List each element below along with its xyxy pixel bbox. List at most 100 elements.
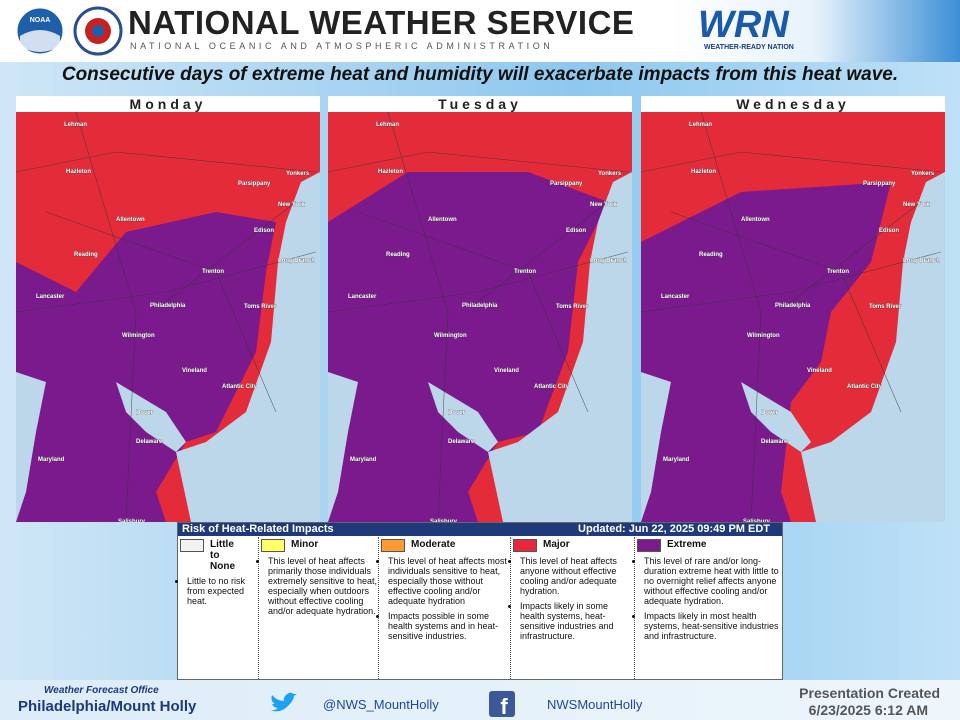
extreme-area <box>328 172 608 522</box>
level-bullet: Impacts likely in some health systems, h… <box>520 601 634 641</box>
day-label: Tuesday <box>328 96 632 112</box>
city-label: Maryland <box>350 457 377 463</box>
roads <box>641 112 942 522</box>
wrn-logo: WRN <box>698 4 789 46</box>
legend-column: Extreme This level of rare and/or long-du… <box>635 537 782 679</box>
city-label: Yonkers <box>911 171 935 177</box>
city-label: Reading <box>386 252 410 258</box>
office-name: Philadelphia/Mount Holly <box>18 698 197 715</box>
ocean <box>176 172 320 522</box>
level-bullet: This level of rare and/or long-duration … <box>644 556 782 606</box>
city-label: Trenton <box>827 269 849 275</box>
city-label: Dover <box>448 410 466 416</box>
city-label: Wilmington <box>122 333 155 339</box>
city-label: Reading <box>699 252 723 258</box>
day-label: Monday <box>16 96 320 112</box>
city-label: Delaware <box>448 439 475 445</box>
level-swatch <box>637 539 661 552</box>
twitter-handle[interactable]: @NWS_MountHolly <box>323 697 439 712</box>
level-heading: Extreme <box>637 539 782 552</box>
level-heading: Little to None <box>180 539 258 572</box>
city-label: Atlantic City <box>222 384 258 390</box>
day-label: Wednesday <box>641 96 945 112</box>
city-label: Atlantic City <box>847 384 883 390</box>
level-name: Moderate <box>411 539 456 550</box>
org-subtitle: NATIONAL OCEANIC AND ATMOSPHERIC ADMINIS… <box>130 41 554 51</box>
legend-column: Minor This level of heat affects primaril… <box>259 537 379 679</box>
city-label: Allentown <box>741 217 770 223</box>
bay <box>428 382 498 452</box>
ocean <box>488 172 632 522</box>
level-bullets: This level of heat affects primarily tho… <box>259 556 378 616</box>
legend-header: Risk of Heat-Related Impacts Updated: Ju… <box>178 523 782 536</box>
noaa-logo: NOAA <box>30 17 51 24</box>
level-bullets: This level of heat affects most individu… <box>379 556 510 641</box>
level-bullet: Impacts possible in some health systems … <box>388 611 510 641</box>
logos: NOAA <box>16 6 123 56</box>
level-bullets: This level of heat affects anyone withou… <box>511 556 634 641</box>
city-label: Vineland <box>807 368 832 374</box>
level-heading: Moderate <box>381 539 510 552</box>
chesapeake <box>16 372 46 522</box>
city-label: Parsippany <box>550 181 583 187</box>
city-label: New York <box>278 202 305 208</box>
city-label: Hazleton <box>378 169 403 175</box>
wrn-tagline: WEATHER-READY NATION <box>704 44 794 51</box>
bay <box>116 382 186 452</box>
level-name: Little to None <box>210 539 235 572</box>
city-label: Lehman <box>376 122 399 128</box>
ocean <box>801 172 945 522</box>
facebook-name[interactable]: NWSMountHolly <box>547 697 643 712</box>
city-label: Long Branch <box>903 258 940 264</box>
city-label: Parsippany <box>863 181 896 187</box>
roads <box>16 112 317 522</box>
city-label: New York <box>903 202 930 208</box>
city-label: Philadelphia <box>150 303 186 309</box>
city-label: Maryland <box>663 457 690 463</box>
city-label: Vineland <box>494 368 519 374</box>
city-label: Long Branch <box>278 258 315 264</box>
heat-map: Lehman Hazleton Parsippany Yonkers New York A… <box>641 112 945 522</box>
city-label: Atlantic City <box>534 384 570 390</box>
city-label: Delaware <box>761 439 788 445</box>
city-label: Vineland <box>182 368 207 374</box>
city-label: Lancaster <box>36 294 65 300</box>
level-heading: Minor <box>261 539 378 552</box>
city-label: Hazleton <box>66 169 91 175</box>
level-swatch <box>180 539 204 552</box>
footer: Weather Forecast Office Philadelphia/Mou… <box>0 680 960 720</box>
headline: Consecutive days of extreme heat and hum… <box>61 64 899 85</box>
extreme-area <box>641 182 891 522</box>
city-label: Toms River <box>244 304 277 310</box>
city-label: Trenton <box>514 269 536 275</box>
city-label: Philadelphia <box>462 303 498 309</box>
city-label: Edison <box>879 228 899 234</box>
chesapeake <box>328 372 358 522</box>
city-label: Wilmington <box>434 333 467 339</box>
level-bullet: This level of heat affects most individu… <box>388 556 510 606</box>
city-label: Toms River <box>556 304 589 310</box>
level-name: Extreme <box>667 539 707 550</box>
org-title: NATIONAL WEATHER SERVICE <box>128 4 635 41</box>
city-label: Allentown <box>116 217 145 223</box>
header: NOAA NATIONAL WEATHER SERVICE NATIONAL O… <box>0 0 960 62</box>
legend: Risk of Heat-Related Impacts Updated: Ju… <box>177 522 783 680</box>
city-label: Yonkers <box>598 171 622 177</box>
city-label: Edison <box>254 228 274 234</box>
city-label: Hazleton <box>691 169 716 175</box>
heat-map: Lehman Hazleton Parsippany Yonkers New York A… <box>16 112 320 522</box>
legend-column: Little to None Little to no risk from exp… <box>178 537 259 679</box>
created-date: 6/23/2025 6:12 AM <box>808 702 928 718</box>
facebook-icon: f <box>489 691 515 717</box>
level-bullet: Little to no risk from expected heat. <box>187 576 258 606</box>
roads <box>328 112 629 522</box>
level-name: Minor <box>291 539 319 550</box>
city-label: Philadelphia <box>775 303 811 309</box>
legend-title: Risk of Heat-Related Impacts <box>182 523 334 535</box>
level-bullet: Impacts likely in most health systems, h… <box>644 611 782 641</box>
city-label: Wilmington <box>747 333 780 339</box>
level-swatch <box>381 539 405 552</box>
city-label: Lehman <box>64 122 87 128</box>
chesapeake <box>641 372 671 522</box>
